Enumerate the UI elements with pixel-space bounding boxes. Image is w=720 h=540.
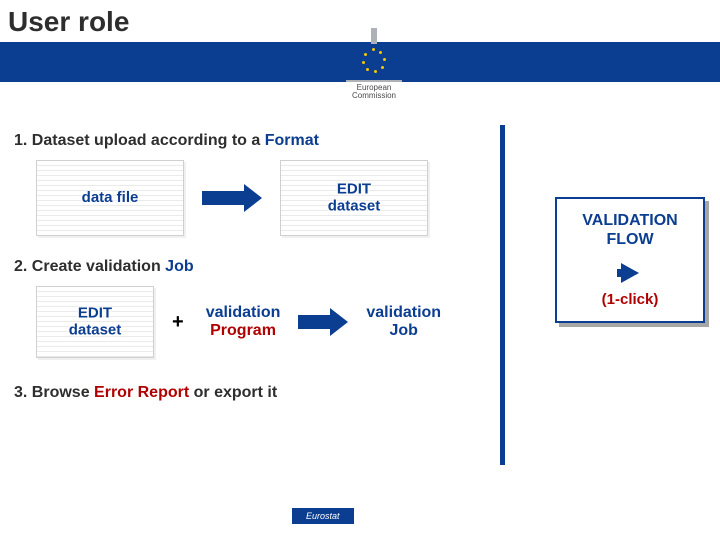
validation-flow-box: VALIDATION FLOW (1-click): [555, 197, 705, 323]
arrow-icon: [202, 186, 262, 210]
content-area: VALIDATION FLOW (1-click) 1. Dataset upl…: [0, 122, 720, 412]
thumb-label: EDIT dataset: [69, 306, 122, 339]
vertical-divider: [500, 125, 505, 465]
thumb-label: EDIT dataset: [328, 182, 381, 215]
logo-caption: European Commission: [352, 84, 396, 101]
edit-dataset-thumb: EDIT dataset: [36, 286, 154, 358]
ec-logo: European Commission: [326, 28, 422, 116]
validation-program-label: validation Program: [206, 304, 281, 341]
data-file-thumb: data file: [36, 160, 184, 236]
step-3-heading: 3. Browse Error Report or export it: [14, 384, 720, 402]
validation-job-label: validation Job: [366, 304, 441, 341]
eu-flag-icon: [346, 44, 402, 82]
logo-pole: [371, 28, 377, 44]
play-icon: [621, 263, 639, 283]
arrow-icon: [298, 310, 348, 334]
edit-dataset-thumb: EDIT dataset: [280, 160, 428, 236]
one-click-label: (1-click): [557, 291, 703, 308]
step-1-heading: 1. Dataset upload according to a Format: [14, 132, 720, 150]
plus-block: +: [172, 311, 188, 334]
slide-title: User role: [8, 6, 129, 38]
thumb-label: data file: [82, 190, 139, 207]
footer-badge: Eurostat: [292, 508, 354, 524]
flow-box-title: VALIDATION FLOW: [557, 211, 703, 249]
